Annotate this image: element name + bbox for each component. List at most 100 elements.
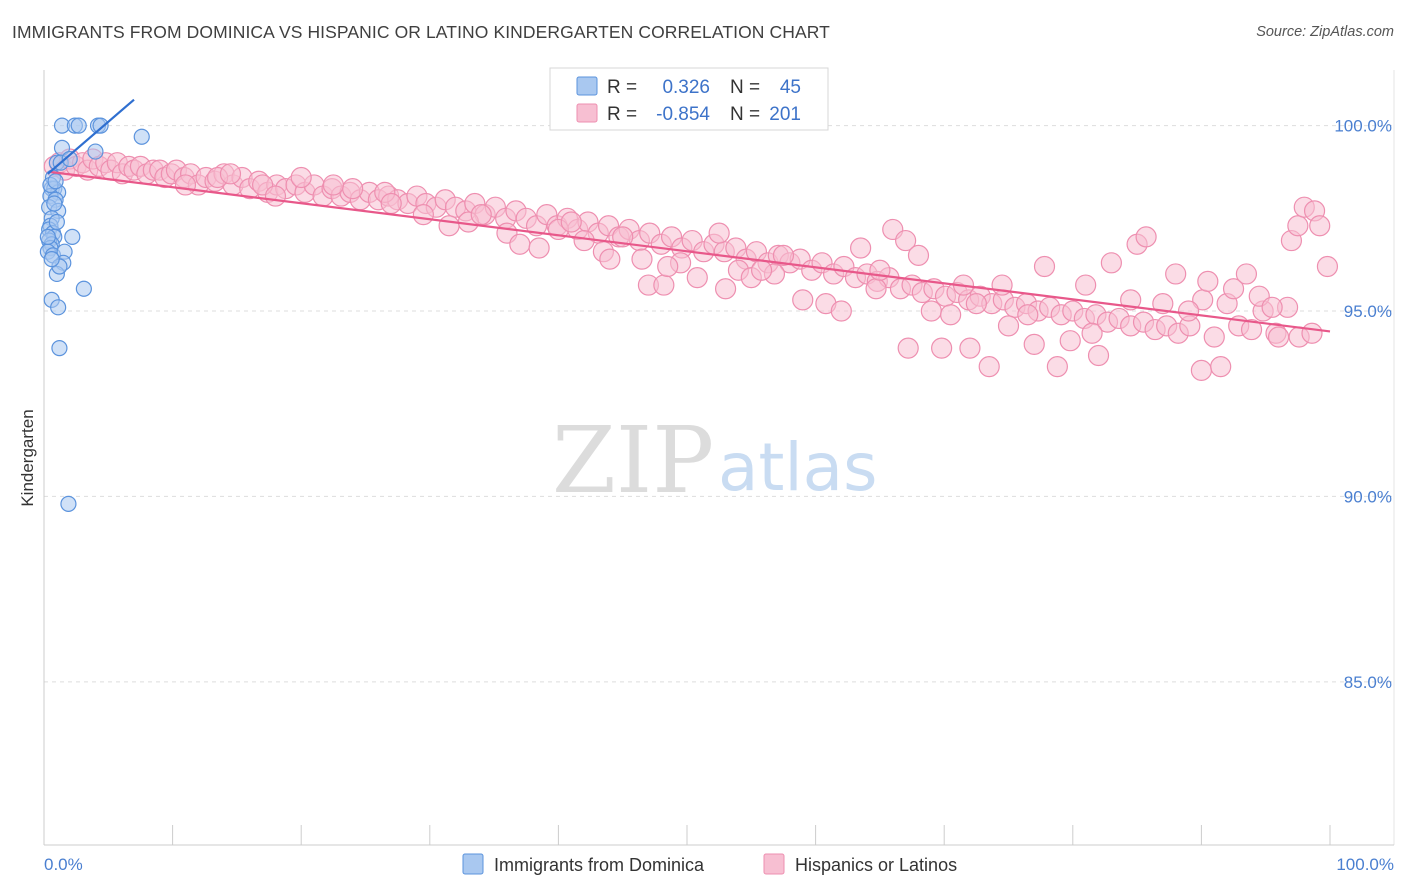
data-point xyxy=(1235,263,1258,285)
data-point xyxy=(509,233,531,255)
data-point xyxy=(1190,359,1213,381)
series-hispanics-points xyxy=(43,148,1339,381)
data-point xyxy=(940,304,962,326)
watermark-atlas: atlas xyxy=(718,429,878,506)
data-point xyxy=(895,229,917,252)
legend-swatch-dominica xyxy=(462,853,484,875)
chart-title: IMMIGRANTS FROM DOMINICA VS HISPANIC OR … xyxy=(12,22,830,42)
data-point xyxy=(1203,326,1225,348)
trend-line-hispanics xyxy=(50,170,1331,333)
x-tick-label-min: 0.0% xyxy=(44,855,83,874)
data-point xyxy=(1017,304,1039,326)
data-point xyxy=(1046,356,1068,378)
data-point xyxy=(290,166,312,189)
y-axis-title: Kindergarten xyxy=(18,409,37,506)
data-point xyxy=(70,117,87,134)
data-point xyxy=(1240,318,1263,341)
data-point xyxy=(1222,278,1245,300)
data-point xyxy=(1287,215,1309,237)
data-point xyxy=(39,228,56,245)
data-point xyxy=(92,117,109,134)
data-point xyxy=(830,300,852,322)
data-point xyxy=(959,337,981,359)
data-point xyxy=(48,213,65,231)
data-point xyxy=(46,195,63,212)
stats-n-value-2: 201 xyxy=(769,104,801,125)
data-point xyxy=(51,340,68,357)
trend-lines xyxy=(47,98,1331,333)
data-point xyxy=(322,174,344,196)
watermark-zip: ZIP xyxy=(552,407,714,514)
data-point xyxy=(60,495,77,512)
x-tick-label-max: 100.0% xyxy=(1336,855,1394,874)
data-point xyxy=(865,278,887,300)
data-point xyxy=(1316,255,1339,278)
data-point xyxy=(1135,226,1157,248)
data-point xyxy=(1197,270,1219,292)
stats-r-label-2: R = xyxy=(607,104,637,125)
data-point xyxy=(1267,326,1290,348)
data-point xyxy=(528,237,550,259)
data-point xyxy=(850,237,872,259)
data-point xyxy=(1075,274,1097,296)
data-point xyxy=(714,278,737,300)
data-point xyxy=(1152,293,1174,315)
data-point xyxy=(64,228,81,245)
data-point xyxy=(1301,322,1323,344)
stats-n-label-2: N = xyxy=(730,104,760,125)
data-point xyxy=(920,300,942,322)
data-point xyxy=(1100,252,1122,274)
data-point xyxy=(1081,322,1103,344)
stats-n-value-1: 45 xyxy=(780,77,801,98)
data-point xyxy=(599,248,621,270)
x-ticks xyxy=(43,825,1331,845)
data-point xyxy=(1309,215,1331,237)
data-point xyxy=(380,192,402,215)
series-dominica-points xyxy=(39,117,150,512)
data-point xyxy=(686,267,708,289)
data-point xyxy=(931,337,953,359)
y-tick-labels: 100.0% 95.0% 90.0% 85.0% xyxy=(1334,117,1392,692)
y-tick-label: 95.0% xyxy=(1344,302,1392,321)
y-tick-label: 90.0% xyxy=(1344,487,1392,506)
stats-r-value-2: -0.854 xyxy=(656,104,710,125)
trend-line-dominica xyxy=(47,98,135,175)
data-point xyxy=(1177,300,1200,322)
data-point xyxy=(47,173,64,190)
data-point xyxy=(657,255,679,278)
legend-label-hispanics: Hispanics or Latinos xyxy=(795,855,957,875)
data-point xyxy=(412,204,434,226)
data-point xyxy=(174,174,197,196)
watermark: ZIP atlas xyxy=(552,407,878,514)
data-point xyxy=(750,259,773,281)
data-point xyxy=(965,293,987,315)
data-point xyxy=(653,274,675,296)
data-point xyxy=(1165,263,1187,285)
data-point xyxy=(907,244,930,267)
data-point xyxy=(470,204,492,226)
y-tick-label: 100.0% xyxy=(1334,117,1392,136)
stats-swatch-pink xyxy=(576,103,598,123)
y-tick-label: 85.0% xyxy=(1344,673,1392,692)
data-point xyxy=(1261,296,1283,318)
legend: Immigrants from Dominica Hispanics or La… xyxy=(462,853,957,875)
legend-swatch-hispanics xyxy=(763,853,785,875)
data-point xyxy=(61,150,78,168)
stats-r-label-1: R = xyxy=(607,77,637,98)
data-point xyxy=(342,178,364,200)
data-point xyxy=(87,143,104,160)
data-point xyxy=(1059,330,1081,352)
data-point xyxy=(1087,344,1110,367)
stats-swatch-blue xyxy=(576,76,598,96)
data-point xyxy=(978,356,1000,378)
data-point xyxy=(792,289,814,311)
data-point xyxy=(50,299,67,316)
data-point xyxy=(1023,333,1045,356)
data-point xyxy=(573,229,595,252)
legend-label-dominica: Immigrants from Dominica xyxy=(494,855,705,875)
data-point xyxy=(772,244,795,267)
data-point xyxy=(219,163,242,185)
data-point xyxy=(897,337,919,359)
data-point xyxy=(43,251,60,268)
